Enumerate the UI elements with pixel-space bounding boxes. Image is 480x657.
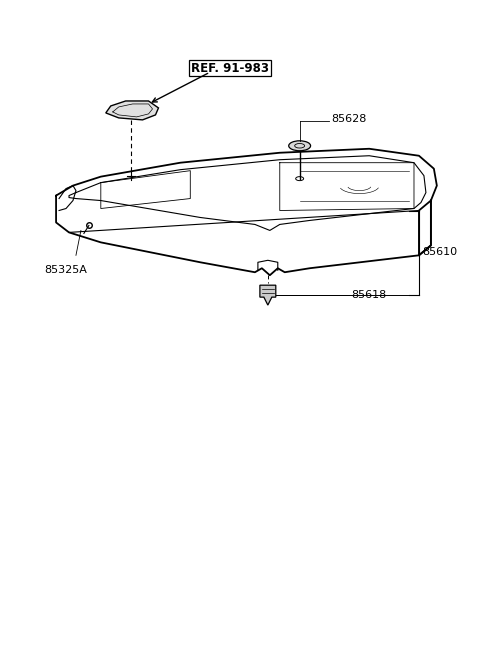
Text: REF. 91-983: REF. 91-983: [191, 62, 269, 75]
Polygon shape: [260, 285, 276, 305]
Ellipse shape: [288, 141, 311, 150]
Text: 85618: 85618: [351, 290, 386, 300]
Polygon shape: [106, 101, 158, 120]
Text: 85628: 85628: [332, 114, 367, 124]
Text: 85325A: 85325A: [45, 265, 87, 275]
Text: 85610: 85610: [422, 247, 457, 258]
